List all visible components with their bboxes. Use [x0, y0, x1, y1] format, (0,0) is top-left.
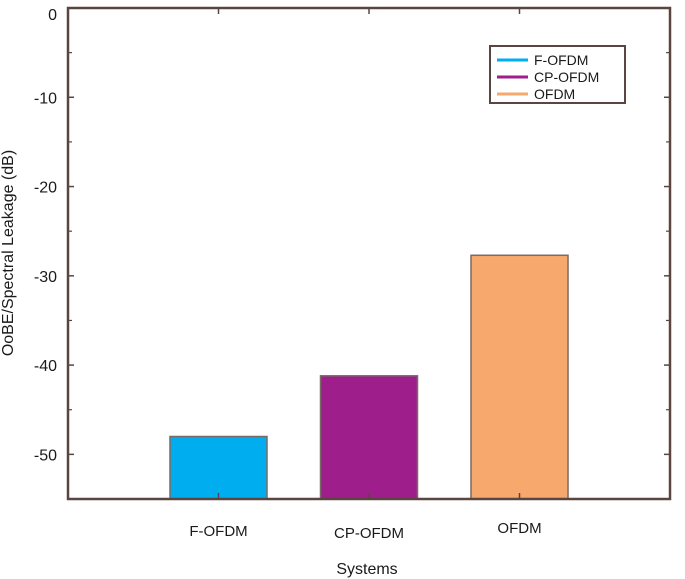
bar-ofdm	[470, 254, 569, 500]
bar-cp-ofdm	[319, 375, 419, 500]
y-tick-label: -50	[34, 447, 57, 464]
bar-f-ofdm	[169, 435, 268, 500]
y-axis-ticks: 0 -10 -20 -30 -40 -50	[34, 7, 670, 464]
legend-label: F-OFDM	[534, 52, 588, 68]
x-axis-title: Systems	[336, 561, 397, 578]
y-tick-label: -10	[34, 90, 57, 107]
legend-label: CP-OFDM	[534, 69, 599, 85]
y-tick-label: -40	[34, 358, 57, 375]
x-tick-label: OFDM	[497, 520, 541, 537]
bars-group	[169, 254, 569, 500]
legend-label: OFDM	[534, 86, 575, 102]
x-tick-label: CP-OFDM	[334, 525, 404, 542]
y-axis-title: OoBE/Spectral Leakage (dB)	[0, 150, 17, 356]
x-tick-label: F-OFDM	[189, 523, 247, 540]
y-tick-label: 0	[48, 7, 57, 24]
y-tick-label: -30	[34, 269, 57, 286]
x-axis-ticks: F-OFDM CP-OFDM OFDM	[189, 8, 542, 542]
y-tick-label: -20	[34, 180, 57, 197]
